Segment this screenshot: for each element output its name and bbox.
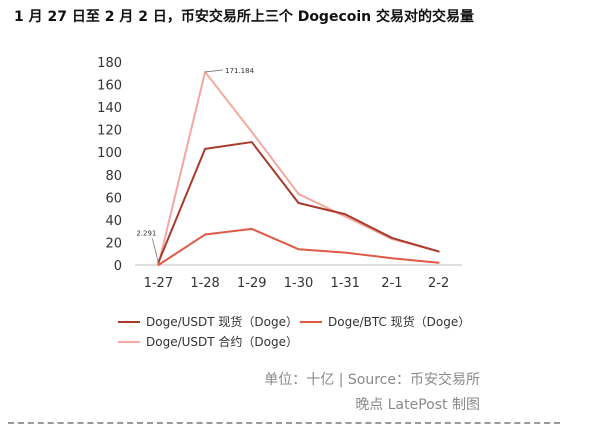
legend-item-series-1: Doge/BTC 现货（Doge） <box>300 313 470 330</box>
legend-label-series-0: Doge/USDT 现货（Doge） <box>146 315 298 329</box>
x-tick-label: 1-30 <box>284 276 314 291</box>
y-tick-label: 0 <box>114 259 122 274</box>
x-tick-label: 2-1 <box>381 276 402 291</box>
line-chart: 0 20 40 60 80 100 120 140 160 180 1-27 1-28 1-29 1-30… <box>97 56 462 291</box>
legend-item-series-0: Doge/USDT 现货（Doge） <box>118 313 298 330</box>
annotation-label: 2.291 <box>136 229 156 237</box>
dashed-divider <box>8 422 560 424</box>
x-tick-label: 2-2 <box>428 276 449 291</box>
x-tick-label: 1-27 <box>144 276 174 291</box>
series-line-1 <box>157 227 440 266</box>
source-credit-line: 晚点 LatePost 制图 <box>355 397 480 413</box>
page-title: 1 月 27 日至 2 月 2 日，币安交易所上三个 Dogecoin 交易对的… <box>14 9 475 25</box>
y-tick-label: 140 <box>97 101 122 116</box>
legend-swatch-series-1 <box>300 320 322 323</box>
source-unit-line: 单位：十亿 | Source：币安交易所 <box>264 372 480 388</box>
x-tick-label: 1-31 <box>330 276 360 291</box>
legend-swatch-series-2 <box>118 340 140 343</box>
annotation-label: 171.184 <box>225 67 254 75</box>
y-tick-label: 20 <box>105 236 122 251</box>
x-tick-label: 1-29 <box>237 276 267 291</box>
y-tick-label: 180 <box>97 56 122 71</box>
series-line-0 <box>157 141 440 264</box>
legend-swatch-series-0 <box>118 320 140 323</box>
y-tick-label: 80 <box>105 169 122 184</box>
series-line-2 <box>157 70 440 266</box>
annotation-leader <box>205 69 224 73</box>
x-tick-label: 1-28 <box>190 276 220 291</box>
legend-item-series-2: Doge/USDT 合约（Doge） <box>118 333 298 350</box>
y-tick-label: 160 <box>97 79 122 94</box>
y-tick-label: 120 <box>97 124 122 139</box>
legend-label-series-1: Doge/BTC 现货（Doge） <box>328 315 471 329</box>
annotation-leader <box>151 238 159 263</box>
y-tick-label: 100 <box>97 146 122 161</box>
y-tick-label: 60 <box>105 191 122 206</box>
legend-label-series-2: Doge/USDT 合约（Doge） <box>146 335 298 349</box>
y-tick-label: 40 <box>105 214 122 229</box>
